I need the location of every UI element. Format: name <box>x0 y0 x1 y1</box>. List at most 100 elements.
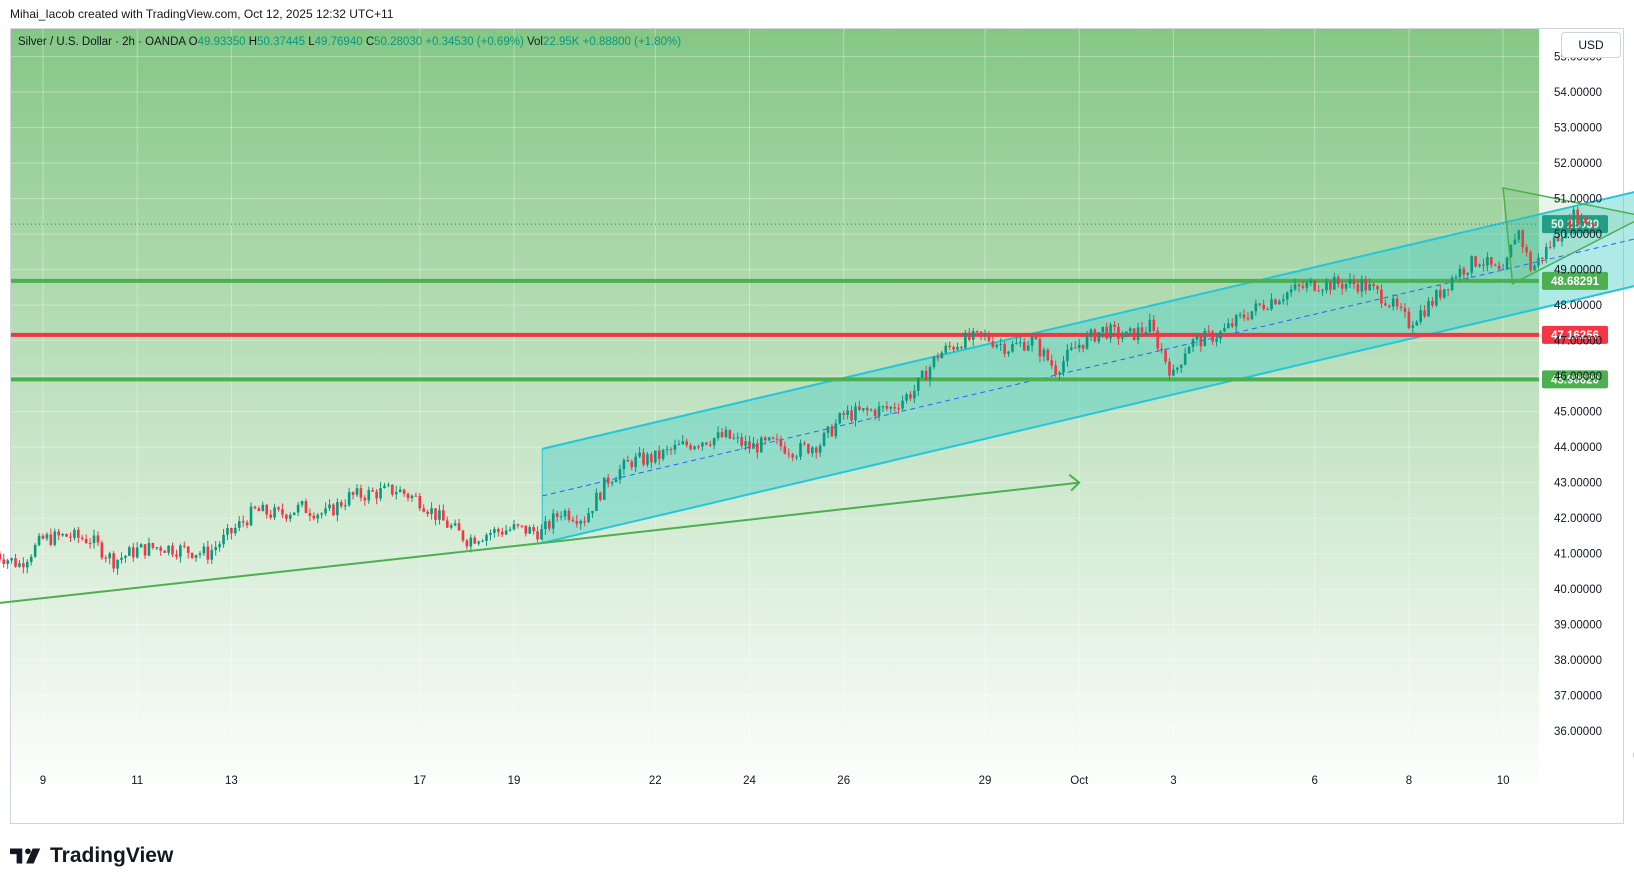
candle-body <box>1313 280 1316 291</box>
candle-body <box>1462 268 1466 275</box>
candle-body <box>336 502 339 516</box>
candle-body <box>630 461 634 468</box>
candle-body <box>701 442 704 447</box>
candle-body <box>155 547 159 549</box>
candle-body <box>1117 326 1120 339</box>
level-price-label: 47.16256 <box>1551 330 1599 342</box>
symbol-title[interactable]: Silver / U.S. Dollar · 2h · OANDA <box>18 36 186 48</box>
candle-body <box>1470 256 1473 273</box>
currency-button[interactable]: USD <box>1561 32 1621 58</box>
candle-body <box>920 370 924 378</box>
candle-body <box>57 531 60 536</box>
candle-body <box>1132 328 1136 340</box>
candle-body <box>1497 265 1501 270</box>
candle-body <box>426 511 429 515</box>
candle-body <box>292 512 296 515</box>
candle-body <box>932 356 936 368</box>
candle-body <box>1254 303 1258 312</box>
candle-body <box>1580 216 1583 226</box>
candle-body <box>1250 311 1254 320</box>
candle-body <box>952 347 955 350</box>
candle-body <box>1505 257 1509 270</box>
candle-body <box>1344 284 1348 289</box>
candle-body <box>1576 209 1579 226</box>
candle-body <box>1199 336 1203 347</box>
candle-body <box>834 423 838 437</box>
channel-median-line[interactable] <box>542 184 1634 497</box>
candle-body <box>807 444 810 454</box>
candle-body <box>669 449 673 451</box>
candle-body <box>508 529 512 531</box>
candle-body <box>1544 246 1548 259</box>
candle-body <box>1493 264 1497 266</box>
candle-body <box>288 514 292 519</box>
candle-body <box>1446 289 1450 291</box>
time-tick-label: Oct <box>1070 775 1089 787</box>
low-value: 49.76940 <box>314 36 363 48</box>
candle-body <box>838 413 842 424</box>
candle-body <box>359 488 363 498</box>
candle-body <box>367 489 371 501</box>
price-tick-label: 51.00000 <box>1554 194 1602 206</box>
candle-body <box>971 331 975 340</box>
candle-body <box>740 437 743 446</box>
candle-body <box>1223 327 1226 332</box>
candle-body <box>799 443 802 457</box>
candle-body <box>995 344 999 347</box>
price-tick-label: 40.00000 <box>1554 584 1602 596</box>
candle-body <box>1297 284 1301 287</box>
candle-body <box>657 450 661 459</box>
candle-body <box>956 346 959 350</box>
candle-body <box>873 409 877 417</box>
candle-body <box>1128 328 1132 332</box>
candle-body <box>1081 344 1085 349</box>
trend-arrow-line[interactable] <box>542 481 1080 544</box>
triangle-pattern[interactable] <box>1502 187 1634 285</box>
candle-body <box>285 514 288 519</box>
long-trendline[interactable] <box>0 541 543 604</box>
candle-body <box>1195 336 1199 340</box>
candle-body <box>355 488 359 495</box>
candle-body <box>1258 303 1262 305</box>
candle-body <box>1333 276 1336 290</box>
channel-upper-line[interactable] <box>542 136 1634 450</box>
candle-body <box>528 527 531 534</box>
time-tick-label: 11 <box>131 775 143 787</box>
candle-body <box>1321 290 1324 292</box>
price-axis[interactable]: 36.00000 37.00000 38.00000 39.00000 40.00000… <box>1554 52 1602 739</box>
candle-body <box>375 491 378 499</box>
candle-body <box>1486 257 1489 266</box>
candle-body <box>469 537 473 547</box>
price-tick-label: 37.00000 <box>1554 691 1602 703</box>
candle-body <box>736 437 740 439</box>
candle-body <box>61 534 64 536</box>
candle-body <box>551 513 555 529</box>
candle-body <box>179 545 182 557</box>
candle-body <box>901 400 904 409</box>
candlestick-series <box>0 206 1595 575</box>
candle-body <box>1007 351 1010 354</box>
candle-body <box>1140 327 1144 333</box>
candle-body <box>6 560 9 564</box>
time-tick-label: 8 <box>1406 775 1412 787</box>
time-axis[interactable]: 91113171922242629Oct3681013151720 <box>40 775 1634 787</box>
channel-lower-line[interactable] <box>542 231 1634 544</box>
candle-body <box>1054 365 1057 375</box>
candle-body <box>245 522 249 526</box>
drawing-annotations[interactable] <box>0 64 1634 604</box>
candle-body <box>642 452 645 465</box>
candle-body <box>787 453 791 455</box>
candle-body <box>854 406 857 421</box>
candle-body <box>1399 306 1403 308</box>
candle-body <box>1144 331 1148 333</box>
candle-body <box>1215 338 1218 342</box>
candle-body <box>1176 367 1179 370</box>
candle-body <box>65 534 68 537</box>
candle-body <box>767 437 771 441</box>
candle-body <box>41 535 45 539</box>
candle-body <box>1274 299 1277 305</box>
candle-body <box>1395 298 1399 307</box>
candle-body <box>1077 344 1081 349</box>
